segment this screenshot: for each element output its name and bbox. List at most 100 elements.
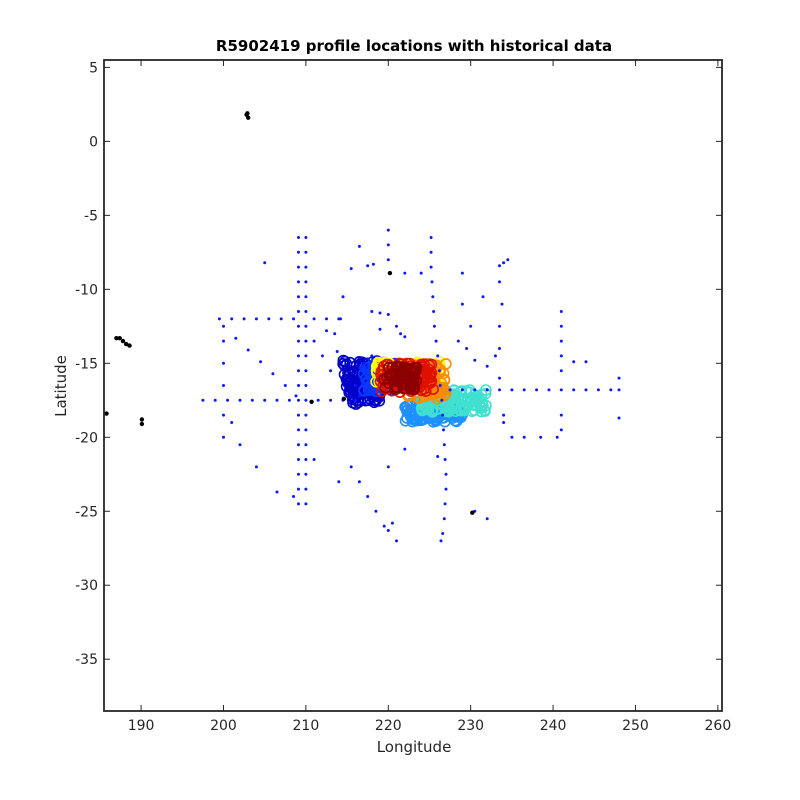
land-markers — [104, 111, 475, 515]
historical-point — [329, 369, 333, 373]
historical-point — [485, 364, 489, 368]
x-tick-label: 220 — [375, 718, 402, 734]
historical-point — [297, 472, 300, 476]
historical-point — [357, 394, 361, 398]
x-axis-ticks: 190 200 210 220 230 240 250 260 — [128, 60, 731, 734]
y-axis-label: Latitude — [52, 355, 70, 417]
historical-point — [316, 398, 320, 402]
historical-point — [539, 435, 543, 439]
historical-point — [254, 465, 258, 469]
historical-point — [559, 428, 563, 432]
historical-point — [498, 264, 501, 268]
historical-point — [442, 428, 445, 432]
historical-point — [366, 264, 370, 268]
historical-point — [439, 539, 443, 543]
x-tick-label: 200 — [210, 718, 237, 734]
historical-point — [304, 443, 308, 447]
historical-point — [498, 376, 501, 380]
historical-point — [498, 388, 501, 392]
land-point — [124, 341, 129, 347]
historical-point — [297, 324, 300, 328]
y-tick-label: -25 — [75, 504, 98, 520]
historical-point — [510, 388, 514, 392]
land-point — [139, 421, 145, 427]
y-tick-label: 5 — [89, 60, 98, 76]
historical-point — [297, 250, 300, 254]
historical-point — [617, 388, 621, 392]
historical-point — [473, 358, 477, 362]
historical-point — [297, 413, 300, 417]
land-point — [245, 111, 250, 116]
float-profile-marker — [358, 384, 370, 397]
land-point — [117, 336, 122, 341]
y-axis-ticks: 5 0 -5 -10 -15 -20 -25 -30 -35 — [75, 60, 722, 668]
float-profile-marker — [393, 361, 405, 373]
historical-point — [442, 443, 446, 447]
float-profile-marker — [338, 359, 351, 372]
historical-point — [430, 280, 434, 284]
historical-point — [283, 384, 287, 387]
historical-point — [222, 361, 225, 365]
float-profile-marker — [468, 404, 481, 417]
historical-point — [441, 532, 445, 535]
chart-title: R5902419 profile locations with historic… — [216, 37, 612, 55]
historical-point — [502, 421, 506, 424]
historical-point — [222, 435, 225, 439]
historical-point — [510, 435, 514, 439]
historical-point — [304, 236, 308, 239]
historical-point — [304, 369, 308, 373]
land-point — [246, 115, 251, 120]
historical-point — [234, 336, 238, 340]
historical-point — [304, 339, 308, 343]
historical-point — [201, 398, 205, 402]
historical-point — [432, 324, 436, 328]
historical-point — [444, 487, 448, 491]
historical-point — [500, 302, 504, 306]
historical-point — [304, 487, 308, 491]
historical-point — [222, 384, 225, 387]
historical-point — [502, 413, 506, 417]
historical-point — [238, 443, 242, 447]
historical-point — [481, 295, 485, 299]
float-profile-marker — [357, 367, 370, 380]
historical-point — [431, 295, 435, 299]
y-tick-label: 0 — [89, 134, 98, 150]
historical-point — [230, 317, 234, 321]
historical-point — [559, 388, 563, 392]
historical-point — [444, 472, 448, 476]
x-axis-label: Longitude — [377, 738, 452, 756]
historical-point — [429, 236, 433, 239]
historical-data-markers — [201, 228, 621, 543]
historical-point — [584, 360, 588, 364]
historical-point — [493, 354, 497, 358]
historical-point — [395, 324, 398, 328]
historical-point — [440, 398, 444, 402]
historical-point — [297, 458, 300, 461]
historical-point — [559, 324, 563, 328]
historical-point — [312, 458, 316, 461]
historical-point — [213, 398, 217, 402]
float-profile-marker — [407, 413, 420, 426]
x-tick-label: 190 — [128, 718, 155, 734]
historical-point — [559, 413, 563, 417]
float-profile-marker — [425, 366, 438, 379]
historical-point — [294, 394, 298, 398]
float-profile-marker — [427, 383, 439, 396]
float-profile-marker — [432, 386, 445, 399]
historical-point — [399, 332, 403, 336]
x-tick-label: 230 — [457, 718, 484, 734]
historical-point — [292, 495, 295, 498]
historical-point — [304, 295, 308, 299]
x-tick-label: 240 — [540, 718, 567, 734]
historical-point — [304, 502, 308, 506]
historical-point — [386, 258, 390, 262]
float-profile-marker — [391, 382, 403, 395]
historical-point — [460, 388, 464, 392]
historical-point — [506, 258, 510, 262]
y-tick-label: -5 — [84, 208, 98, 224]
historical-point — [325, 317, 328, 321]
float-profile-marker — [339, 355, 351, 368]
historical-point — [304, 398, 308, 402]
float-profile-marker — [418, 390, 431, 403]
historical-point — [341, 295, 345, 299]
